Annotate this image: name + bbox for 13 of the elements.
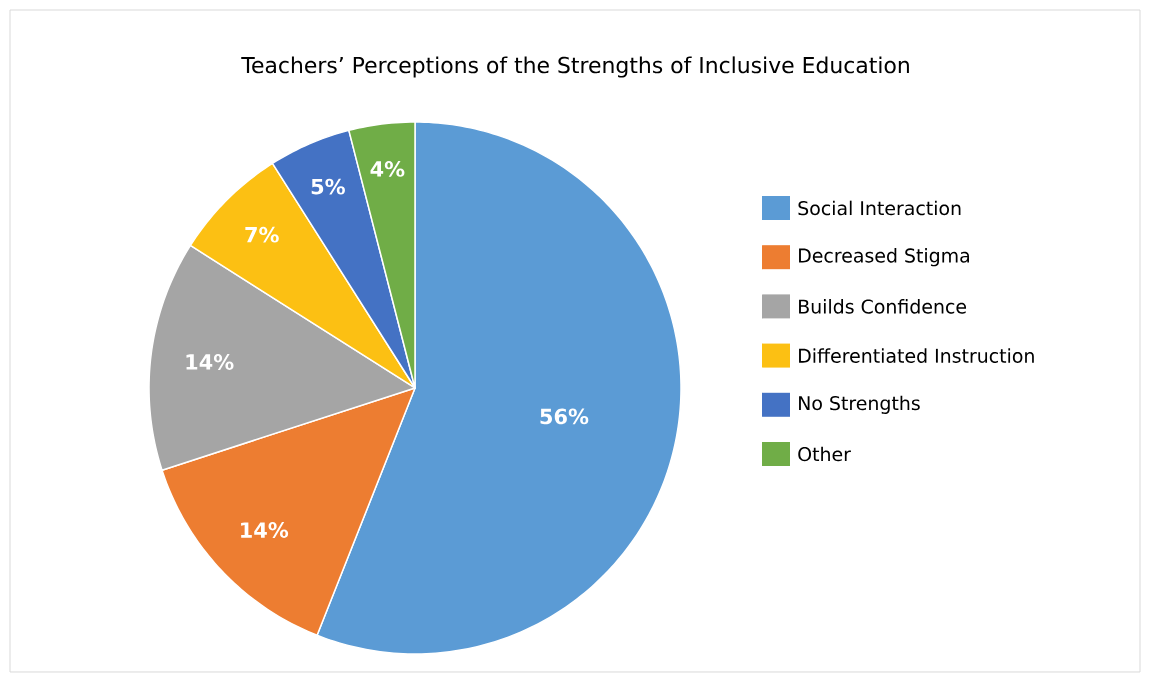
legend-label: Social Interaction — [798, 200, 961, 216]
legend-label: Builds Confidence — [799, 299, 967, 314]
legend-label: Decreased Stigma — [799, 248, 969, 267]
chart-title: Teachers’ Perceptions of the Strengths of Inclusive Education — [241, 56, 909, 78]
legend-label: Differentiated Instruction — [799, 348, 1034, 363]
data-label: 7% — [245, 226, 279, 243]
data-label: 14% — [241, 522, 289, 538]
legend-label: Other — [798, 446, 851, 462]
data-label: 4% — [370, 161, 405, 177]
data-label: 14% — [186, 354, 234, 370]
legend-label: No Strengths — [799, 395, 920, 414]
data-label: 5% — [311, 178, 345, 195]
data-label: 56% — [540, 408, 589, 425]
